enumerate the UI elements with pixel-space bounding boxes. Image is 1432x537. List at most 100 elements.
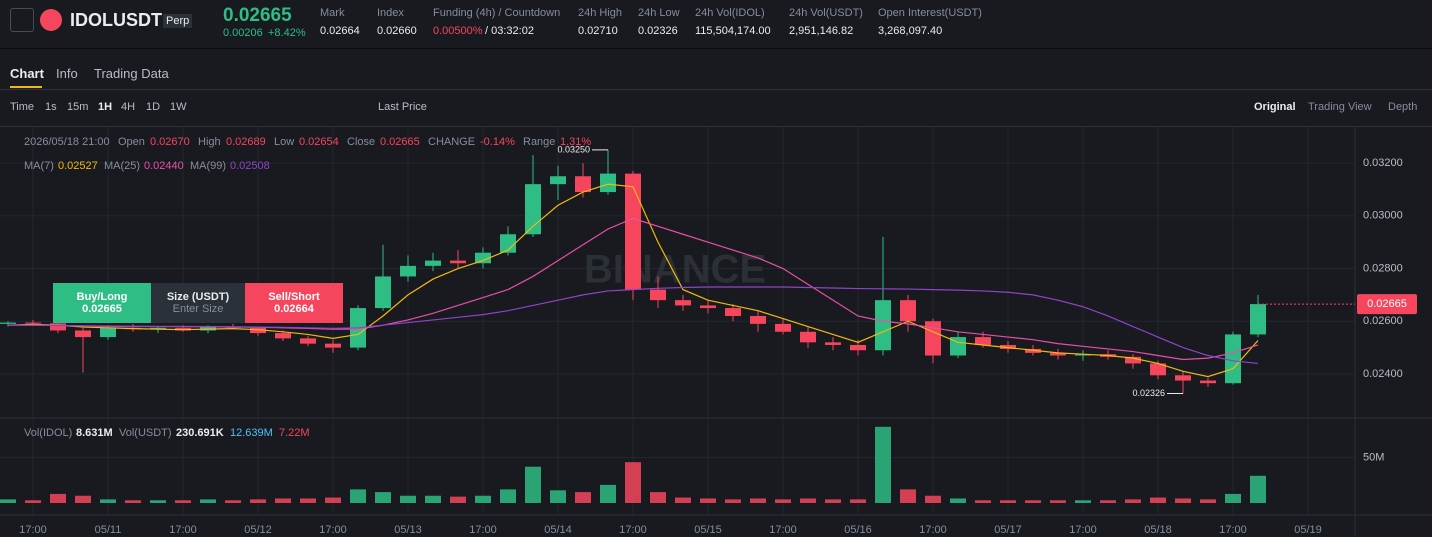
volume-bar: [1125, 499, 1141, 503]
volume-bar: [1200, 499, 1216, 503]
volume-bar: [825, 499, 841, 503]
legend-label: Range: [523, 136, 556, 148]
size-input[interactable]: Size (USDT) Enter Size: [151, 283, 245, 323]
view[interactable]: Trading View: [1308, 101, 1372, 113]
x-tick-label: 05/12: [244, 524, 272, 536]
volume-bar: [275, 498, 291, 503]
y-tick-label: 0.02400: [1363, 368, 1403, 380]
interval[interactable]: 15m: [67, 101, 89, 113]
x-tick-label: 17:00: [469, 524, 497, 536]
symbol[interactable]: IDOLUSDT: [70, 10, 162, 30]
volume-bar: [325, 497, 341, 503]
volume-bar: [975, 500, 991, 503]
volume-bar: [550, 490, 566, 503]
view[interactable]: Depth: [1388, 101, 1418, 113]
candle-body: [500, 234, 516, 253]
candle-body: [725, 308, 741, 316]
tab[interactable]: Info: [56, 66, 78, 81]
volume-bar: [650, 492, 666, 503]
view[interactable]: Original: [1254, 101, 1296, 113]
extreme-label: 0.03250: [557, 144, 590, 154]
x-tick-label: 17:00: [169, 524, 197, 536]
interval[interactable]: 1W: [170, 101, 187, 113]
x-tick-label: 17:00: [919, 524, 947, 536]
volume-bar: [1150, 497, 1166, 503]
legend-value: 0.02670: [150, 136, 190, 148]
candle-body: [475, 252, 491, 264]
stat-value: 3,268,097.40: [878, 25, 943, 37]
size-label: Size (USDT): [166, 291, 230, 303]
divider: [0, 126, 1432, 127]
last-price-label: 0.02665: [1367, 298, 1407, 310]
y-tick-label: 50M: [1363, 452, 1384, 464]
volume-bar: [1175, 498, 1191, 503]
stat-extra: / 03:32:02: [485, 25, 534, 37]
legend-value: 0.02665: [380, 136, 420, 148]
stat-label: 24h High: [578, 7, 623, 19]
legend-label: CHANGE: [428, 136, 476, 148]
candle-body: [625, 173, 641, 290]
buy-button[interactable]: Buy/Long 0.02665: [53, 283, 151, 323]
interval[interactable]: Time: [10, 101, 35, 113]
tab[interactable]: Chart: [10, 66, 44, 81]
volume-bar: [100, 499, 116, 503]
stat-label: 24h Vol(USDT): [789, 7, 863, 19]
legend-value: 7.22M: [279, 427, 310, 439]
candle-body: [675, 300, 691, 306]
candle-body: [650, 289, 666, 301]
interval[interactable]: 1D: [146, 101, 161, 113]
x-tick-label: 05/16: [844, 524, 872, 536]
volume-bar: [125, 500, 141, 503]
interval[interactable]: 1s: [45, 101, 57, 113]
volume-bar: [175, 500, 191, 503]
volume-bar: [250, 499, 266, 503]
extreme-label: 0.02326: [1132, 388, 1165, 398]
candle-body: [775, 323, 791, 332]
legend-label: Open: [118, 136, 145, 148]
candle-body: [150, 327, 166, 330]
favorite-button[interactable]: [10, 8, 34, 32]
volume-bar: [1100, 500, 1116, 503]
stat-value: 0.02710: [578, 25, 618, 37]
divider: [0, 89, 1432, 90]
stat-label: Funding (4h) / Countdown: [433, 7, 561, 19]
volume-bar: [925, 495, 941, 503]
stat-value: 0.02660: [377, 25, 417, 37]
watermark: BINANCE: [584, 248, 766, 292]
x-tick-label: 05/11: [95, 524, 122, 536]
x-tick-label: 17:00: [619, 524, 647, 536]
legend-label: Vol(USDT): [119, 427, 172, 439]
sell-price: 0.02664: [274, 303, 314, 315]
stat-value: 115,504,174.00: [695, 25, 771, 37]
price-mode[interactable]: Last Price: [378, 101, 427, 113]
legend-value: 8.631M: [76, 427, 113, 439]
stat-label: 24h Low: [638, 7, 680, 19]
last-price-tag: [1357, 294, 1417, 315]
volume-bar: [350, 489, 366, 503]
candle-body: [975, 337, 991, 345]
volume-bar: [500, 489, 516, 503]
candle-body: [0, 322, 16, 324]
stat-label: Mark: [320, 7, 345, 19]
volume-bar: [1250, 475, 1266, 503]
stat-value: 0.00500%: [433, 25, 483, 37]
volume-bar: [1050, 500, 1066, 503]
candle-body: [1000, 344, 1016, 349]
candle-body: [425, 260, 441, 266]
candle-body: [450, 260, 466, 264]
volume-bar: [400, 495, 416, 503]
legend-value: 12.639M: [230, 427, 273, 439]
tab[interactable]: Trading Data: [94, 66, 169, 81]
candle-body: [1250, 304, 1266, 335]
interval[interactable]: 4H: [121, 101, 136, 113]
volume-bar: [75, 495, 91, 503]
volume-bar: [375, 492, 391, 503]
stat-label: Open Interest(USDT): [878, 7, 982, 19]
volume-bar: [675, 497, 691, 503]
sell-button[interactable]: Sell/Short 0.02664: [245, 283, 343, 323]
volume-bar: [450, 496, 466, 503]
volume-bar: [775, 499, 791, 503]
interval[interactable]: 1H: [98, 101, 113, 113]
volume-bar: [475, 495, 491, 503]
y-tick-label: 0.02800: [1363, 262, 1403, 274]
